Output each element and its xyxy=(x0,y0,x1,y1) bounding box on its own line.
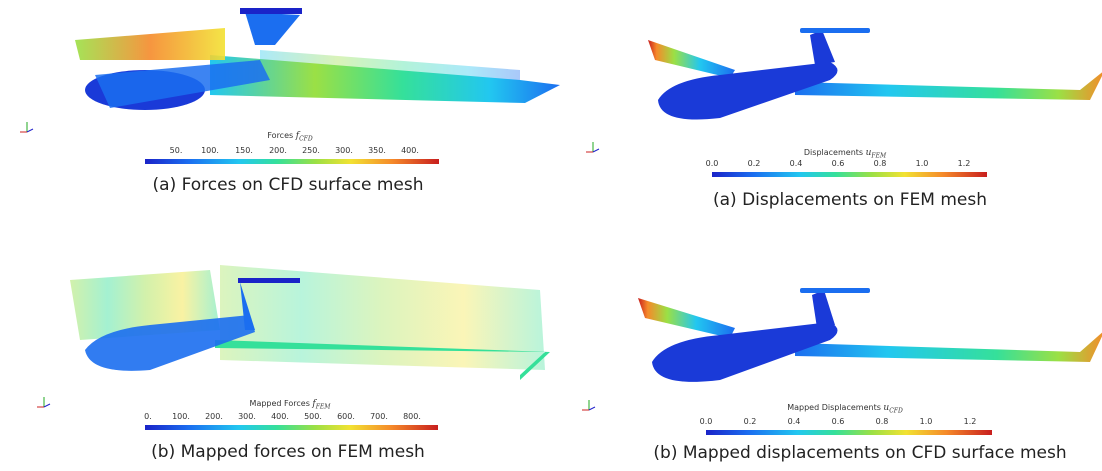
colorbar xyxy=(145,425,438,430)
colorbar-tick: 0.6 xyxy=(831,159,845,168)
xyz-axes-icon xyxy=(37,397,51,408)
colorbar-tick: 400. xyxy=(271,412,289,421)
tail-fin xyxy=(240,282,255,330)
colorbar-tick: 300. xyxy=(335,146,353,155)
left-wing xyxy=(75,28,225,60)
xyz-axes-icon xyxy=(582,400,596,411)
colorbar-tick: 0. xyxy=(144,412,152,421)
colorbar-title: Forces fCFD xyxy=(267,131,313,143)
colorbar-tick: 0.8 xyxy=(873,159,887,168)
colorbar-tick: 150. xyxy=(235,146,253,155)
colorbar-tick: 500. xyxy=(304,412,322,421)
panel-caption: (a) Displacements on FEM mesh xyxy=(712,190,988,210)
tail-fin xyxy=(812,290,835,328)
right-wing xyxy=(795,72,1102,100)
colorbar-tick: 700. xyxy=(370,412,388,421)
colorbar-tick: 0.8 xyxy=(875,417,889,426)
colorbar-tick: 0.2 xyxy=(747,159,761,168)
colorbar xyxy=(712,172,987,177)
colorbar-tick: 1.2 xyxy=(957,159,971,168)
panel-caption: (b) Mapped forces on FEM mesh xyxy=(151,442,425,462)
fuselage xyxy=(658,62,838,120)
colorbar-tick: 100. xyxy=(201,146,219,155)
colorbar-tick: 50. xyxy=(169,146,183,155)
colorbar-tick: 1.0 xyxy=(915,159,929,168)
colorbar-tick: 0.4 xyxy=(789,159,803,168)
left-wing xyxy=(638,298,735,338)
panel-caption: (b) Mapped displacements on CFD surface … xyxy=(653,443,1067,463)
colorbar-tick: 1.0 xyxy=(919,417,933,426)
colorbar-tick: 200. xyxy=(269,146,287,155)
left-wing xyxy=(648,40,735,78)
colorbar-tick: 600. xyxy=(337,412,355,421)
colorbar-tick: 0.6 xyxy=(831,417,845,426)
colorbar xyxy=(145,159,439,164)
colorbar-title: Mapped Displacements uCFD xyxy=(787,403,903,415)
xyz-axes-icon xyxy=(586,142,600,153)
colorbar xyxy=(706,430,992,435)
mapped-displacements-cfd-render xyxy=(638,288,1102,382)
colorbar-tick: 350. xyxy=(368,146,386,155)
colorbar-tick: 300. xyxy=(238,412,256,421)
colorbar-tick: 0.2 xyxy=(743,417,757,426)
fuselage xyxy=(85,315,255,371)
fuselage xyxy=(652,322,838,382)
colorbar-tick: 200. xyxy=(205,412,223,421)
colorbar-tick: 0.0 xyxy=(705,159,719,168)
right-wing xyxy=(795,332,1102,362)
main-wing xyxy=(210,55,560,103)
colorbar-title: Displacements uFEM xyxy=(803,148,887,160)
displacements-fem-render xyxy=(648,28,1102,120)
colorbar-tick: 0.0 xyxy=(699,417,713,426)
panel-caption: (a) Forces on CFD surface mesh xyxy=(152,175,424,195)
colorbar-title: Mapped Forces fFEM xyxy=(249,399,331,411)
colorbar-tick: 250. xyxy=(302,146,320,155)
main-wing-spar xyxy=(215,340,550,380)
colorbar-tick: 100. xyxy=(172,412,190,421)
panel-mapped-forces-fem: Mapped Forces fFEM 0. 100. 200. 300. 400… xyxy=(0,240,560,471)
mapped-forces-fem-render xyxy=(70,265,550,380)
panel-displacements-fem: Displacements uFEM 0.0 0.2 0.4 0.6 0.8 1… xyxy=(560,0,1102,235)
colorbar-tick: 0.4 xyxy=(787,417,801,426)
tail-fin xyxy=(810,30,835,65)
forces-cfd-render xyxy=(75,8,560,110)
colorbar-tick: 400. xyxy=(401,146,419,155)
xyz-axes-icon xyxy=(20,122,34,133)
tail-fin xyxy=(245,12,300,45)
colorbar-tick: 1.2 xyxy=(963,417,977,426)
panel-forces-cfd: Forces fCFD 50. 100. 150. 200. 250. 300.… xyxy=(0,0,560,235)
panel-mapped-displacements-cfd: Mapped Displacements uCFD 0.0 0.2 0.4 0.… xyxy=(560,240,1102,471)
colorbar-tick: 800. xyxy=(403,412,421,421)
